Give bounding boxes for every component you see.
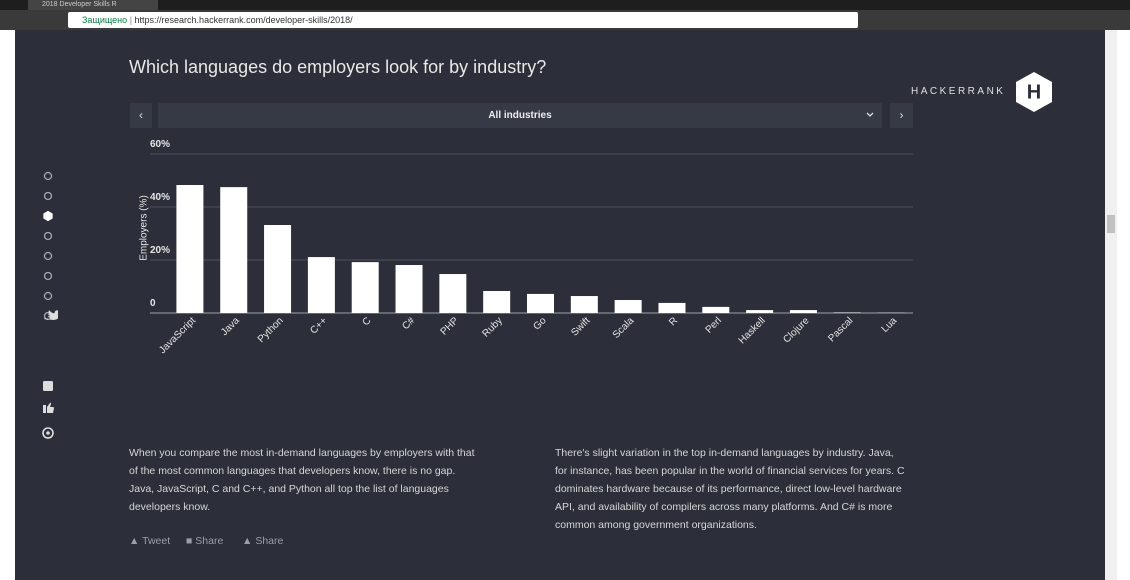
- x-tick-label: R: [667, 315, 680, 328]
- bar: [351, 262, 379, 313]
- x-tick-label: Clojure: [781, 315, 811, 345]
- y-tick-label: 60%: [150, 139, 170, 150]
- y-axis-title: Employers (%): [139, 195, 150, 261]
- brand: HACKERRANK: [911, 86, 1006, 97]
- selected-industry: All industries: [488, 110, 552, 121]
- scrollbar[interactable]: [1105, 30, 1117, 580]
- bar: [570, 296, 598, 313]
- url: https://research.hackerrank.com/develope…: [134, 15, 353, 25]
- x-tick-label: Java: [219, 315, 242, 338]
- tweet-link[interactable]: ▲ Tweet: [129, 535, 171, 547]
- security-label: Защищено: [82, 15, 128, 25]
- bar: [220, 187, 248, 313]
- bar: [833, 312, 861, 313]
- x-tick-label: C#: [400, 315, 417, 332]
- bar: [176, 185, 204, 313]
- x-tick-label: PHP: [439, 315, 462, 338]
- bar: [439, 274, 467, 313]
- tab-strip: 2018 Developer Skills R: [0, 0, 1130, 10]
- y-tick-label: 0: [150, 298, 156, 309]
- x-tick-label: Perl: [704, 315, 724, 335]
- bar: [307, 257, 335, 313]
- x-tick-label: Scala: [611, 315, 637, 341]
- x-tick-label: C++: [308, 315, 329, 336]
- industry-select[interactable]: All industries: [158, 103, 882, 128]
- linkedin-link[interactable]: ■ Share: [186, 535, 224, 547]
- logo-letter: H: [1027, 81, 1041, 103]
- address-bar[interactable]: Защищено | https://research.hackerrank.c…: [68, 12, 858, 28]
- x-tick-label: C: [360, 315, 373, 328]
- y-tick-label: 40%: [150, 192, 170, 203]
- x-tick-label: Pascal: [826, 315, 855, 344]
- bar: [395, 265, 423, 313]
- bar: [702, 306, 730, 313]
- x-tick-label: Lua: [880, 315, 900, 335]
- tab[interactable]: 2018 Developer Skills R: [28, 0, 158, 10]
- share-label: Share: [255, 535, 284, 547]
- logo[interactable]: H: [1014, 71, 1054, 113]
- like-link[interactable]: ▲ Share: [242, 535, 284, 547]
- bar: [614, 300, 642, 313]
- prev-button[interactable]: ‹: [130, 103, 152, 128]
- bar: [658, 302, 686, 313]
- paragraph: When you compare the most in-demand lang…: [129, 447, 475, 513]
- x-tick-label: Swift: [569, 315, 592, 338]
- toolbar: Защищено | https://research.hackerrank.c…: [0, 10, 1130, 30]
- x-tick-label: Ruby: [481, 315, 505, 339]
- next-button[interactable]: ›: [890, 103, 913, 128]
- x-tick-label: Python: [256, 315, 286, 345]
- page-title: Which languages do employers look for by…: [129, 57, 547, 77]
- bar: [527, 293, 554, 313]
- share-label: Tweet: [142, 535, 171, 547]
- paragraph: There's slight variation in the top in-d…: [555, 447, 905, 531]
- bar: [746, 310, 774, 313]
- y-tick-label: 20%: [150, 245, 170, 256]
- x-tick-label: Go: [531, 315, 549, 333]
- x-tick-label: JavaScript: [157, 315, 198, 356]
- share-label: Share: [195, 535, 224, 547]
- x-tick-label: Haskell: [737, 315, 768, 346]
- bar: [483, 291, 511, 313]
- bar: [264, 225, 292, 313]
- side-nav: [42, 171, 58, 439]
- bar: [789, 310, 817, 313]
